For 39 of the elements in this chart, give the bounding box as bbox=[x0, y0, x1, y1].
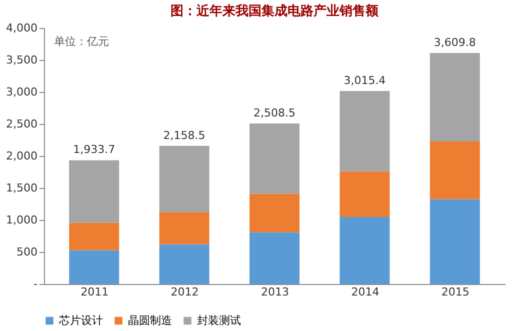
bar bbox=[159, 244, 210, 284]
bar bbox=[159, 146, 210, 212]
annotation: 单位：亿元 bbox=[54, 35, 109, 48]
x-tick-label: 2011 bbox=[80, 286, 109, 298]
x-tick-label: 2014 bbox=[351, 286, 380, 298]
y-tick-label: 2,000 bbox=[6, 150, 38, 162]
bar bbox=[250, 123, 300, 194]
y-tick-label: 3,500 bbox=[6, 54, 38, 66]
legend-label: 芯片设计 bbox=[58, 314, 103, 327]
total-label: 2,158.5 bbox=[163, 128, 206, 142]
total-label: 3,015.4 bbox=[344, 74, 386, 88]
y-tick-label: 500 bbox=[16, 246, 38, 258]
bar bbox=[69, 160, 120, 223]
legend-label: 晶圆制造 bbox=[128, 314, 172, 327]
x-tick-label: 2013 bbox=[261, 286, 289, 298]
y-tick-label: 3,000 bbox=[6, 86, 38, 98]
bar bbox=[69, 222, 120, 250]
total-label: 2,508.5 bbox=[254, 106, 296, 120]
bar bbox=[340, 91, 390, 172]
bar bbox=[250, 194, 300, 232]
chart-title: 图：近年来我国集成电路产业销售额 bbox=[170, 3, 380, 19]
legend-label: 封装测试 bbox=[197, 314, 241, 327]
bar bbox=[159, 212, 210, 244]
y-tick-label: 1,500 bbox=[6, 182, 38, 194]
bar bbox=[250, 232, 300, 284]
bar bbox=[430, 142, 480, 200]
bar bbox=[340, 216, 390, 284]
y-tick-label: - bbox=[34, 278, 38, 290]
y-tick-label: 2,500 bbox=[6, 118, 38, 130]
x-tick-label: 2015 bbox=[441, 286, 470, 298]
total-label: 3,609.8 bbox=[434, 36, 476, 49]
bar bbox=[340, 171, 390, 217]
total-label: 1,933.7 bbox=[73, 143, 116, 156]
bar bbox=[430, 199, 480, 284]
y-tick-label: 1,000 bbox=[6, 214, 38, 226]
x-tick-label: 2012 bbox=[170, 286, 199, 298]
y-tick-label: 4,000 bbox=[6, 22, 38, 34]
bar bbox=[430, 52, 480, 142]
bar bbox=[69, 250, 120, 284]
